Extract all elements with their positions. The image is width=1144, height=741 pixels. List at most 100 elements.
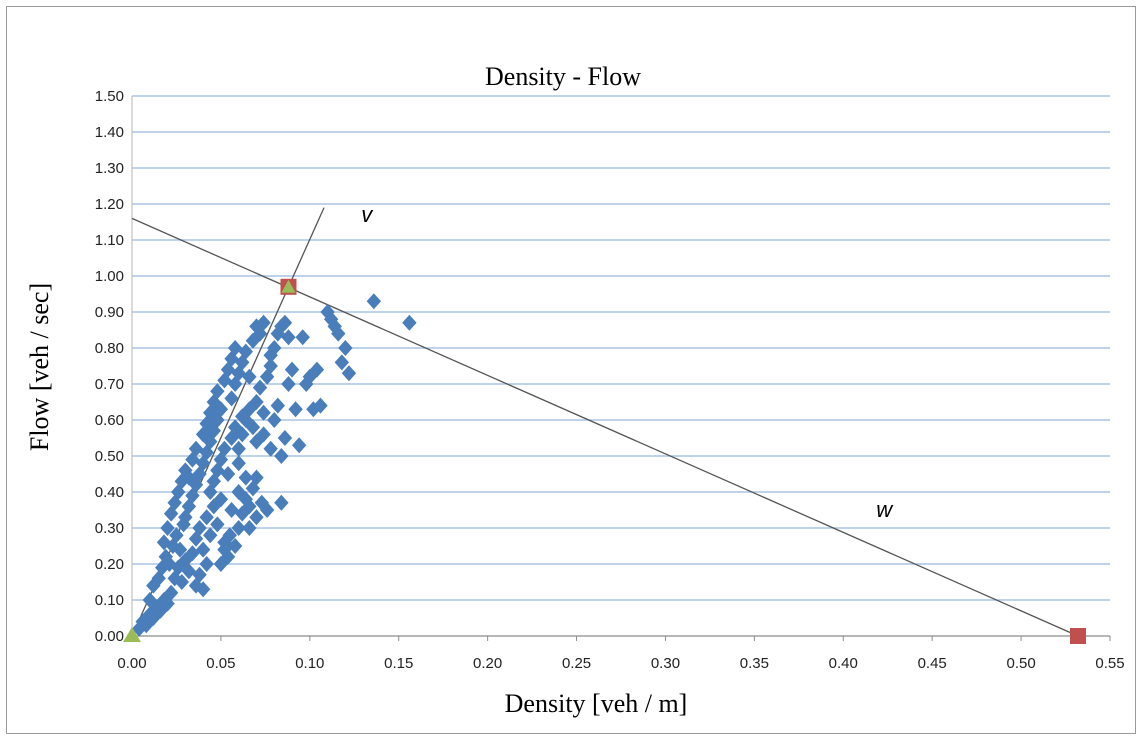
x-tick-label: 0.55 xyxy=(1095,655,1124,672)
data-point xyxy=(281,329,296,346)
y-tick-label: 0.10 xyxy=(95,592,124,609)
y-tick-label: 1.40 xyxy=(95,124,124,141)
gridlines xyxy=(131,95,1110,637)
data-point xyxy=(224,502,239,518)
x-tick-label: 0.15 xyxy=(384,655,413,672)
data-point xyxy=(156,534,172,551)
y-tick-label: 0.30 xyxy=(95,520,124,537)
data-point xyxy=(238,343,254,360)
data-point xyxy=(341,365,357,382)
data-point xyxy=(259,502,275,518)
data-point xyxy=(178,462,193,479)
data-point xyxy=(270,397,286,414)
data-point xyxy=(188,440,204,457)
data-point xyxy=(160,520,175,536)
data-point xyxy=(263,347,278,364)
data-point xyxy=(224,350,239,367)
data-point xyxy=(267,412,282,428)
data-point xyxy=(263,358,278,374)
chart-title: Density - Flow xyxy=(485,62,641,91)
data-point xyxy=(203,527,218,544)
x-tick-label: 0.20 xyxy=(473,655,502,672)
x-tick-label: 0.35 xyxy=(740,655,769,672)
data-point xyxy=(291,437,307,454)
y-tick-label: 0.80 xyxy=(95,340,124,357)
data-point xyxy=(210,383,225,400)
x-tick-label: 0.45 xyxy=(918,655,947,672)
data-point xyxy=(195,541,211,558)
data-point xyxy=(213,556,229,572)
scatter-points xyxy=(123,278,1086,644)
data-point xyxy=(224,430,239,446)
data-point xyxy=(231,440,246,457)
data-point xyxy=(213,401,229,418)
data-point xyxy=(178,552,193,569)
chart-frame xyxy=(6,6,1136,734)
data-point xyxy=(199,509,214,526)
line-label-v: v xyxy=(361,202,374,227)
data-point xyxy=(217,541,232,558)
data-point xyxy=(402,314,417,331)
data-point xyxy=(213,491,229,508)
data-point xyxy=(163,584,179,601)
data-point xyxy=(231,455,246,472)
data-point xyxy=(220,548,236,565)
y-tick-label: 0.40 xyxy=(95,484,124,501)
x-tick-label: 0.30 xyxy=(651,655,680,672)
y-tick-label: 0.20 xyxy=(95,556,124,573)
data-point xyxy=(231,484,246,500)
data-point xyxy=(224,390,239,407)
data-point xyxy=(256,426,271,443)
data-point xyxy=(174,574,189,590)
data-point xyxy=(309,361,325,378)
x-tick-label: 0.00 xyxy=(117,655,146,672)
data-point xyxy=(217,440,232,457)
y-tick-label: 1.30 xyxy=(95,160,124,177)
y-tick-label: 0.70 xyxy=(95,376,124,393)
x-tick-label: 0.05 xyxy=(206,655,235,672)
data-point xyxy=(249,469,264,486)
data-point xyxy=(220,361,236,378)
line-label-w: w xyxy=(876,497,894,522)
data-point xyxy=(277,314,293,331)
data-point xyxy=(227,340,243,356)
data-point xyxy=(181,563,197,580)
data-point xyxy=(252,379,268,396)
data-point xyxy=(213,451,229,468)
data-point xyxy=(256,404,271,421)
data-point xyxy=(313,397,328,414)
x-tick-label: 0.25 xyxy=(562,655,591,672)
data-point xyxy=(263,440,278,457)
intercept-marker xyxy=(1069,628,1086,644)
data-point xyxy=(171,559,186,576)
data-point xyxy=(192,520,207,536)
y-tick-label: 1.50 xyxy=(95,88,124,105)
data-point xyxy=(288,401,303,418)
y-tick-label: 1.20 xyxy=(95,196,124,213)
data-point xyxy=(220,466,236,482)
data-point xyxy=(242,520,257,536)
data-point xyxy=(172,541,188,558)
x-axis-label: Density [veh / m] xyxy=(505,689,688,718)
origin-marker xyxy=(123,627,141,642)
data-point xyxy=(169,527,184,544)
line-annotations: vw xyxy=(361,202,894,522)
data-point xyxy=(242,498,257,515)
data-point xyxy=(185,545,200,562)
data-point xyxy=(331,325,346,342)
data-point xyxy=(142,592,157,608)
data-point xyxy=(338,340,353,356)
y-axis-label: Flow [veh / sec] xyxy=(25,283,54,451)
data-point xyxy=(231,520,246,536)
y-tick-label: 0.00 xyxy=(95,628,124,645)
x-tick-label: 0.40 xyxy=(829,655,858,672)
data-point xyxy=(334,354,350,371)
data-point xyxy=(249,394,264,410)
y-tick-label: 0.90 xyxy=(95,304,124,321)
data-point xyxy=(210,516,225,533)
data-point xyxy=(274,494,289,511)
data-point xyxy=(199,556,214,572)
data-point xyxy=(245,419,261,436)
data-point xyxy=(167,494,182,511)
